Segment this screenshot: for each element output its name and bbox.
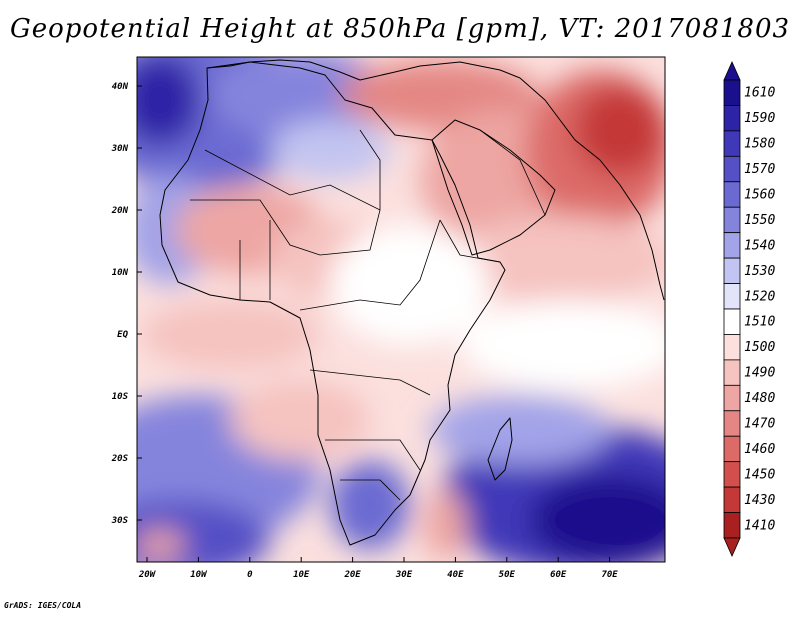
colorbar-label: 1460 (744, 442, 775, 457)
colorbar-swatch (723, 308, 741, 335)
y-axis-labels: 40N 30N 20N 10N EQ 10S 20S 30S (111, 82, 142, 526)
colorbar-bottom-arrow (723, 537, 741, 557)
africa-coastline (159, 61, 506, 546)
grads-credit: GrADS: IGES/COLA (4, 601, 82, 610)
colorbar-swatch (723, 283, 741, 310)
colorbar-label: 1610 (744, 86, 775, 101)
colorbar-swatch (723, 461, 741, 488)
x-tick-label: 10W (190, 570, 208, 580)
colorbar-swatch (723, 206, 741, 234)
asia-coastline (519, 77, 665, 301)
y-tick-label: 10S (112, 392, 129, 402)
x-tick-label: 50E (499, 570, 516, 580)
x-axis-labels: 20W 10W 0 10E 20E 30E 40E 50E 60E 70E (138, 557, 618, 580)
colorbar-swatch (723, 105, 741, 132)
europe-coastline (206, 59, 521, 81)
colorbar-label: 1470 (744, 417, 775, 432)
colorbar-label: 1490 (744, 366, 775, 381)
y-tick-label: 30N (111, 144, 129, 154)
x-tick-label: 20E (343, 570, 361, 580)
colorbar-label: 1510 (744, 315, 775, 330)
colorbar-swatch (723, 155, 741, 183)
colorbar-swatch (723, 410, 741, 437)
colorbar-label: 1520 (744, 289, 775, 304)
colorbar-swatch (723, 232, 741, 259)
colorbar-label: 1590 (744, 111, 775, 126)
x-tick-label: 40E (447, 570, 464, 580)
colorbar-swatch (723, 130, 741, 157)
colorbar-label: 1500 (744, 340, 775, 355)
madagascar-coastline (487, 417, 513, 481)
colorbar-swatch (723, 334, 741, 361)
x-tick-label: 10E (293, 570, 310, 580)
x-tick-label: 60E (550, 570, 567, 580)
colorbar-label: 1480 (744, 391, 775, 406)
colorbar-swatch (723, 384, 741, 412)
y-tick-label: 30S (111, 516, 129, 526)
colorbar-swatch (723, 486, 741, 513)
colorbar-swatch (723, 359, 741, 386)
colorbar-label: 1430 (744, 493, 775, 508)
colorbar-label: 1570 (744, 162, 775, 177)
x-tick-label: 70E (601, 570, 618, 580)
y-tick-label: 20N (111, 206, 129, 216)
colorbar-label: 1530 (744, 264, 775, 279)
colorbar-swatch (723, 257, 741, 284)
country-borders (190, 129, 546, 501)
colorbar-label: 1560 (744, 188, 775, 203)
colorbar-swatch (723, 435, 741, 463)
chart-title: Geopotential Height at 850hPa [gpm], VT:… (9, 14, 791, 44)
x-tick-label: 30E (395, 570, 413, 580)
colorbar-swatch (723, 79, 741, 106)
colorbar-label: 1550 (744, 213, 775, 228)
y-tick-label: 40N (112, 82, 129, 92)
colorbar: 1610 1590 1580 1570 1560 1550 1540 1530 1520 1510… (723, 61, 775, 557)
colorbar-label: 1540 (744, 238, 775, 253)
colorbar-label: 1580 (744, 137, 775, 152)
colorbar-swatch (723, 181, 741, 208)
colorbar-label: 1450 (744, 467, 775, 482)
y-tick-label: 20S (111, 454, 129, 464)
y-tick-label: 10N (112, 268, 129, 278)
colorbar-top-arrow (723, 61, 741, 81)
colorbar-label: 1410 (744, 518, 775, 533)
y-tick-label: EQ (117, 330, 128, 340)
map-frame (136, 56, 666, 563)
x-tick-label: 0 (247, 570, 253, 580)
colorbar-swatch (723, 512, 741, 539)
x-tick-label: 20W (138, 570, 157, 580)
